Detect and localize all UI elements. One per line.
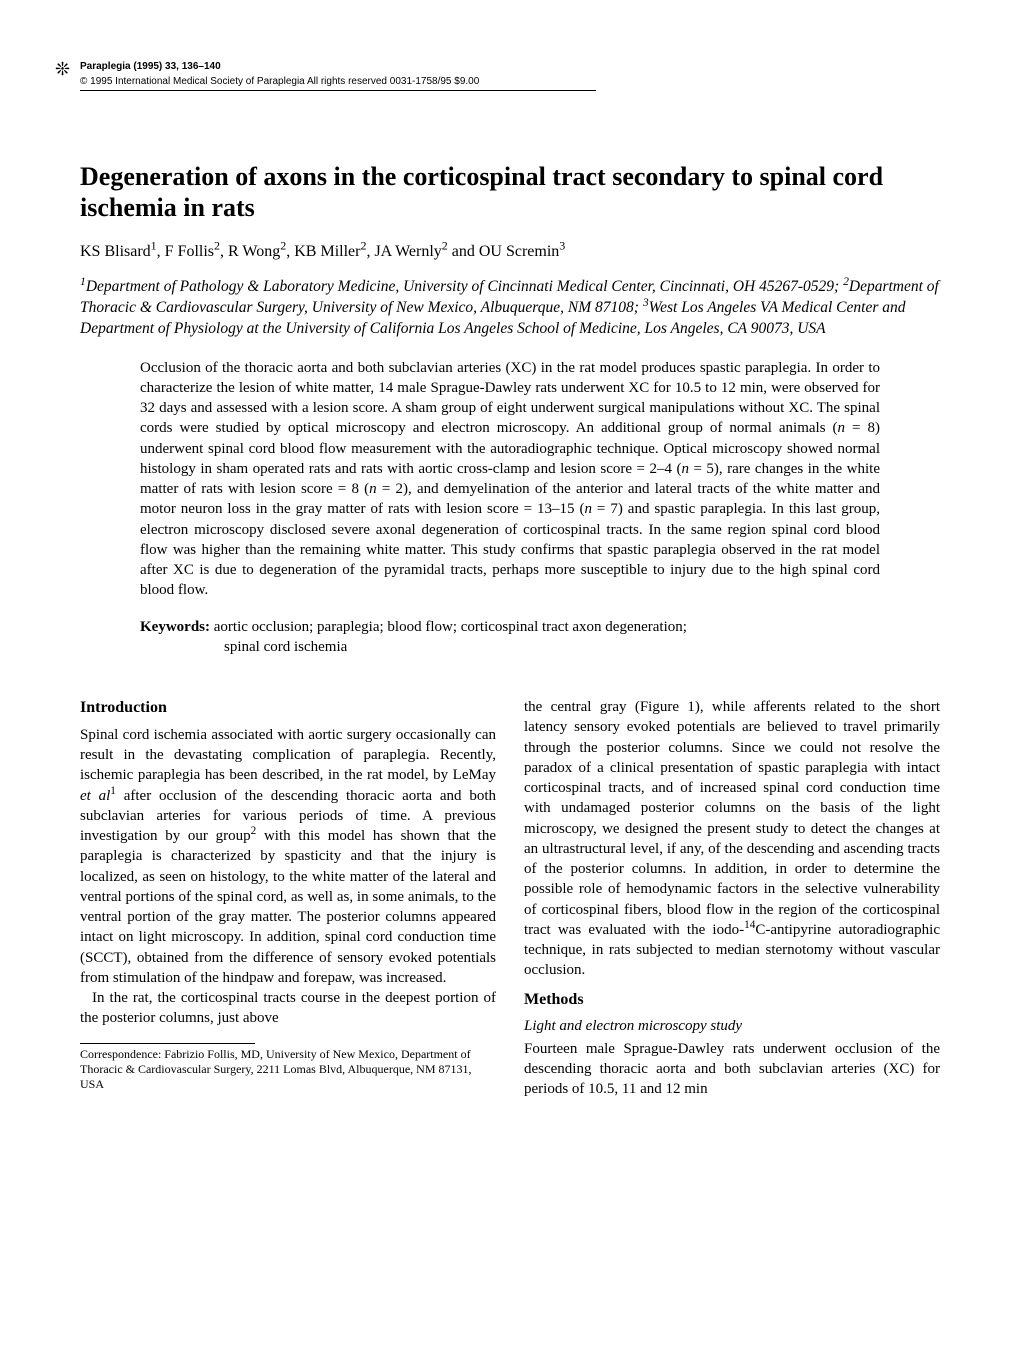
keywords-line1: aortic occlusion; paraplegia; blood flow… <box>214 619 687 635</box>
keywords-line2: spinal cord ischemia <box>224 639 347 655</box>
methods-subheading-1: Light and electron microscopy study <box>524 1016 940 1036</box>
affiliations: 1Department of Pathology & Laboratory Me… <box>80 277 940 340</box>
body-columns: Introduction Spinal cord ischemia associ… <box>80 697 940 1099</box>
intro-para-2: In the rat, the corticospinal tracts cou… <box>80 988 496 1029</box>
intro-para-1: Spinal cord ischemia associated with aor… <box>80 725 496 988</box>
intro-para-3: the central gray (Figure 1), while affer… <box>524 697 940 981</box>
methods-para-1: Fourteen male Sprague-Dawley rats underw… <box>524 1039 940 1100</box>
abstract: Occlusion of the thoracic aorta and both… <box>140 358 880 601</box>
authors-line: KS Blisard1, F Follis2, R Wong2, KB Mill… <box>80 241 940 263</box>
header-rule <box>80 90 596 91</box>
methods-heading: Methods <box>524 989 940 1011</box>
journal-logo-icon: ❊ <box>55 57 70 81</box>
keywords: Keywords: aortic occlusion; paraplegia; … <box>140 617 880 658</box>
correspondence-footnote: Correspondence: Fabrizio Follis, MD, Uni… <box>80 1047 496 1092</box>
footnote-rule <box>80 1043 255 1044</box>
journal-citation: Paraplegia (1995) 33, 136–140 <box>80 60 940 73</box>
introduction-heading: Introduction <box>80 697 496 719</box>
journal-copyright: © 1995 International Medical Society of … <box>80 75 940 88</box>
keywords-label: Keywords: <box>140 619 210 635</box>
article-title: Degeneration of axons in the corticospin… <box>80 161 940 223</box>
